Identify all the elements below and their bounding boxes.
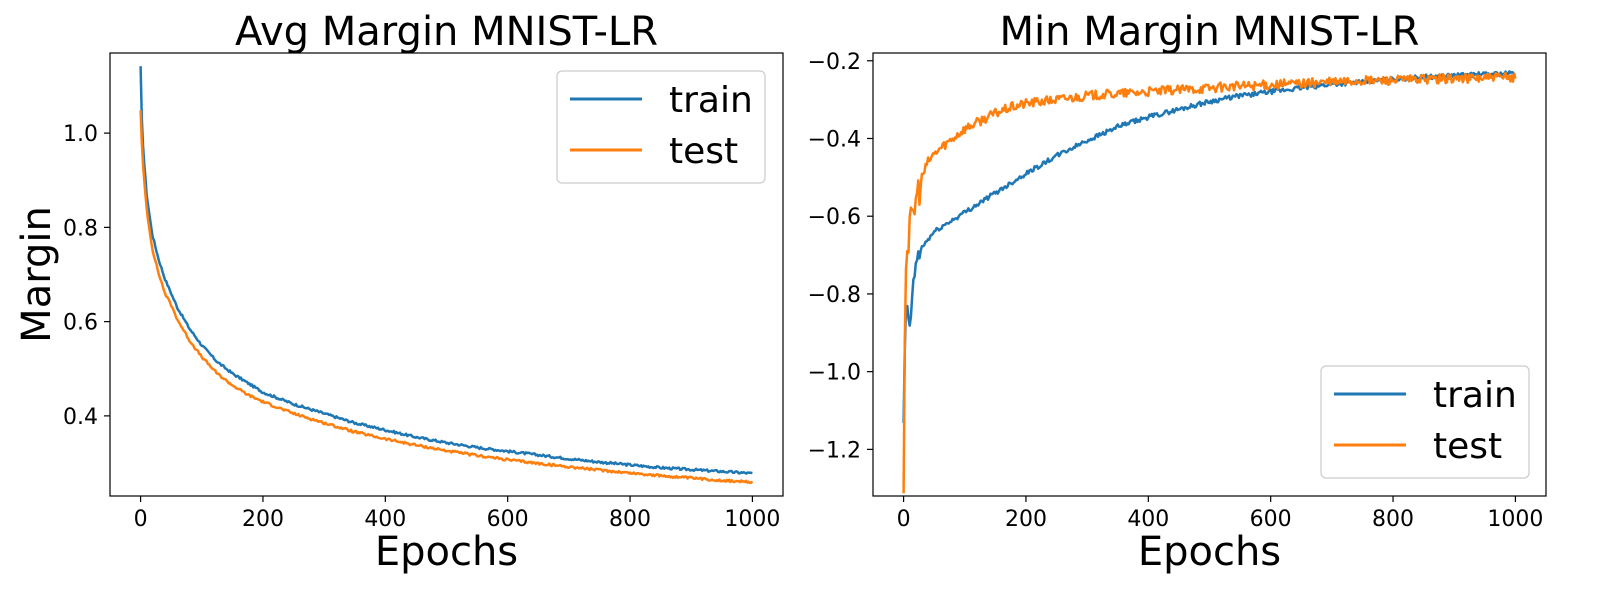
plot-frame — [109, 52, 784, 497]
series-line-train — [139, 66, 753, 475]
y-tick-label: 0.4 — [63, 405, 98, 430]
x-tick-label: 0 — [134, 507, 148, 532]
avg-margin-chart: Avg Margin MNIST-LR 0 200 400 600 800 1000 0.4 0… — [14, 9, 784, 575]
legend-label-train: train — [1433, 375, 1517, 416]
legend-label-test: test — [1433, 426, 1502, 467]
legend-label-test: test — [669, 131, 738, 172]
y-tick-label: −0.6 — [808, 205, 861, 230]
x-tick-label: 1000 — [1487, 507, 1543, 532]
x-tick-label: 400 — [364, 507, 406, 532]
x-tick-label: 800 — [1372, 507, 1414, 532]
chart-title: Avg Margin MNIST-LR — [235, 9, 658, 55]
x-tick-label: 600 — [1250, 507, 1292, 532]
x-tick-label: 200 — [1005, 507, 1047, 532]
x-axis-title: Epochs — [375, 529, 518, 575]
x-axis-title: Epochs — [1138, 529, 1281, 575]
x-tick-label: 0 — [897, 507, 911, 532]
y-tick-label: 0.8 — [63, 216, 98, 241]
legend: train test — [1320, 365, 1530, 479]
y-tick-label: −0.4 — [808, 127, 861, 152]
y-tick-label: −0.2 — [808, 50, 861, 75]
x-tick-label: 800 — [609, 507, 651, 532]
y-axis-title: Margin — [14, 206, 60, 343]
legend: train test — [556, 70, 766, 184]
y-tick-label: −1.0 — [808, 361, 861, 386]
y-tick-label: −0.8 — [808, 283, 861, 308]
y-tick-label: −1.2 — [808, 438, 861, 463]
min-margin-chart: Min Margin MNIST-LR 0 200 400 600 800 1000 −1.2… — [808, 9, 1547, 575]
x-tick-label: 400 — [1127, 507, 1169, 532]
x-tick-label: 1000 — [724, 507, 780, 532]
series-line-test — [902, 71, 1517, 494]
plot-frame — [872, 52, 1547, 497]
legend-label-train: train — [669, 80, 753, 121]
x-tick-label: 200 — [242, 507, 284, 532]
y-tick-label: 0.6 — [63, 311, 98, 336]
chart-title: Min Margin MNIST-LR — [1000, 9, 1420, 55]
y-tick-label: 1.0 — [63, 122, 98, 147]
x-tick-label: 600 — [487, 507, 529, 532]
series-line-test — [139, 110, 754, 485]
